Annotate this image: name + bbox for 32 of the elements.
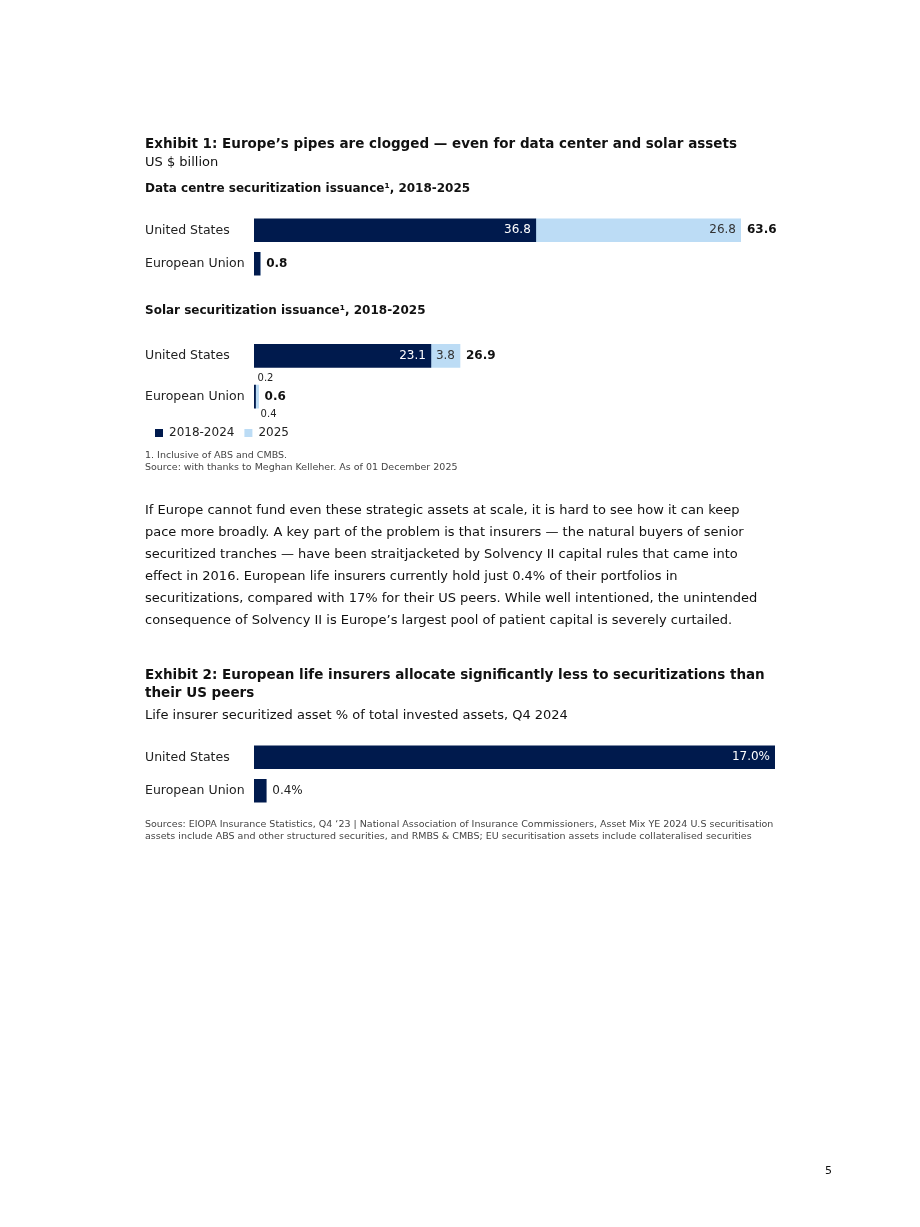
chart-title: Exhibit 2: European life insurers allocate significantly less to securitizations than their US peers	[145, 665, 766, 701]
total-label: 63.6	[747, 222, 777, 237]
total-label: 0.6	[264, 388, 286, 403]
legend-label: 2018-2024	[169, 425, 235, 440]
y-tick-label: United States	[145, 748, 230, 764]
source-note: Source: with thanks to Meghan Kelleher. As of 01 December 2025	[145, 461, 459, 473]
bar	[254, 344, 432, 368]
chart-title: Solar securitization issuance¹, 2018-2025	[145, 302, 427, 319]
data-label: 0.4	[260, 408, 277, 420]
text: Exhibit 1: Europe’s pipes are clogged — even for data center and solar assets	[145, 134, 738, 152]
data-label: 17.0%	[731, 749, 770, 764]
data-label: 23.1	[399, 348, 426, 362]
text: If Europe cannot fund even these strategic assets at scale, it is hard to see how it can keep pace more broadly. A key part of the problem is that insurers — the natural buyers of senior securitized tranches — have been straitjacketed by Solvency II capital rules that came into effect in 2016. European life insurers currently hold just 0.4% of their portfolios in securitizations, compared with 17% for their US peers. While well intentioned, the unintended consequence of Solvency II is Europe’s largest pool of patient capital is severely curtailed.	[145, 501, 759, 629]
source-note: Sources: EIOPA Insurance Statistics, Q4 ‘23 | National Association of Insurance Commissioners, Asset Mix YE 2024 U.S securitisation assets include ABS and other structured securities, and RMBS & CMBS; EU securitisation assets include collateralised securities	[145, 818, 775, 842]
legend-label: 2025	[258, 425, 289, 440]
data-label: 36.8	[504, 222, 531, 237]
text: 1. Inclusive of ABS and CMBS.	[145, 449, 289, 461]
chart-subtitle: Life insurer securitized asset % of total invested assets, Q4 2024	[145, 707, 569, 722]
data-label: 0.2	[257, 372, 274, 384]
y-tick-label: European Union	[145, 782, 245, 797]
y-tick-label: European Union	[145, 387, 245, 403]
text: 5	[825, 1163, 833, 1179]
data-label: 3.8	[435, 348, 455, 362]
y-tick-label: United States	[145, 347, 230, 363]
chart-title: Data centre securitization issuance¹, 2018-2025	[145, 180, 472, 197]
text: US $ billion	[145, 154, 220, 169]
total-label: 26.9	[465, 348, 496, 362]
total-label: 0.8	[266, 255, 288, 270]
data-label: 26.8	[709, 222, 736, 237]
y-tick-label: United States	[145, 221, 230, 237]
y-tick-label: European Union	[145, 255, 245, 270]
data-label: 0.4%	[272, 782, 303, 797]
